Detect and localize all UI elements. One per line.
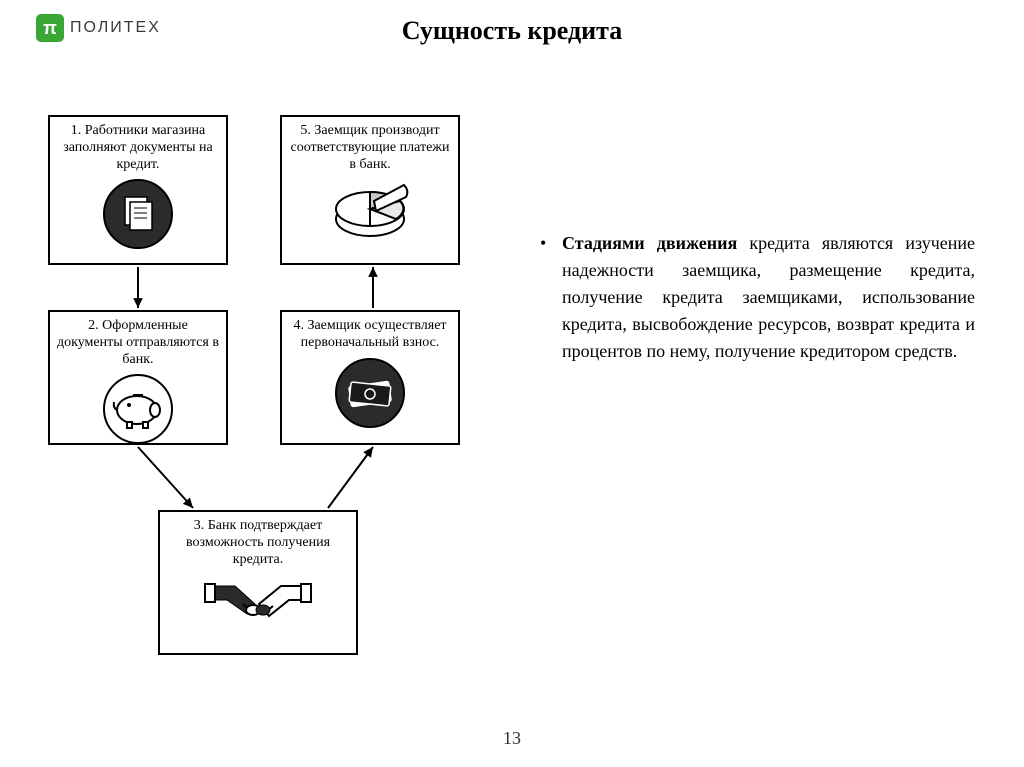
paragraph-lead: Стадиями движения xyxy=(562,233,737,253)
document-icon xyxy=(103,179,173,249)
piggy-icon xyxy=(103,374,173,444)
flow-node-n5: 5. Заемщик производит соответствующие пл… xyxy=(280,115,460,265)
flow-arrow xyxy=(316,435,385,520)
banknote-icon xyxy=(335,358,405,428)
flow-node-n4: 4. Заемщик осуществляет первоначальный в… xyxy=(280,310,460,445)
flow-node-n3: 3. Банк подтверждает возможность получен… xyxy=(158,510,358,655)
flow-node-n1: 1. Работники магазина заполняют документ… xyxy=(48,115,228,265)
flow-node-label: 1. Работники магазина заполняют документ… xyxy=(56,123,220,173)
pie-icon xyxy=(328,179,412,249)
bullet-icon: • xyxy=(540,230,562,365)
flow-node-label: 5. Заемщик производит соответствующие пл… xyxy=(288,123,452,173)
body-paragraph: • Стадиями движения кредита являются изу… xyxy=(540,230,975,365)
flow-node-label: 3. Банк подтверждает возможность получен… xyxy=(166,518,350,568)
flow-arrow xyxy=(126,255,150,320)
page-number: 13 xyxy=(0,728,1024,749)
credit-flowchart: 1. Работники магазина заполняют документ… xyxy=(28,115,483,670)
page-title: Сущность кредита xyxy=(0,16,1024,46)
paragraph-text: Стадиями движения кредита являются изуче… xyxy=(562,230,975,365)
handshake-icon xyxy=(203,574,313,636)
flow-node-label: 2. Оформленные документы отправляются в … xyxy=(56,318,220,368)
flow-arrow xyxy=(126,435,205,520)
flow-node-label: 4. Заемщик осуществляет первоначальный в… xyxy=(288,318,452,352)
flow-node-n2: 2. Оформленные документы отправляются в … xyxy=(48,310,228,445)
flow-arrow xyxy=(361,255,385,320)
